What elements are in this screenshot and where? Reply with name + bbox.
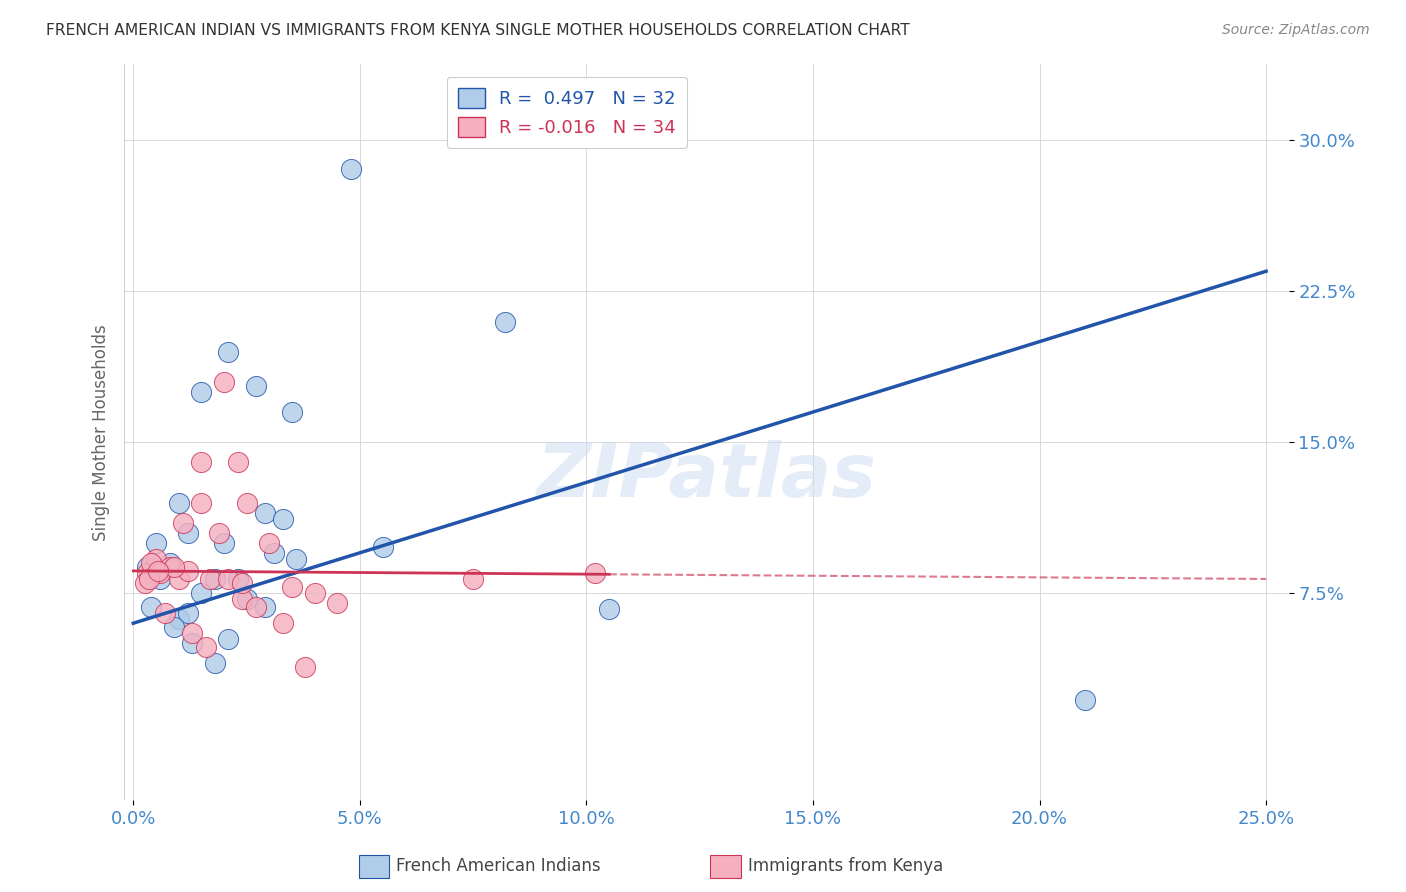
Point	[200, 572, 222, 586]
Point	[181, 636, 204, 650]
Point	[167, 612, 190, 626]
Point	[217, 344, 239, 359]
Point	[141, 556, 163, 570]
Point	[235, 495, 257, 509]
Point	[176, 564, 198, 578]
Point	[285, 552, 308, 566]
Point	[167, 572, 190, 586]
Point	[253, 600, 276, 615]
Point	[371, 540, 394, 554]
Point	[463, 572, 485, 586]
Point	[281, 405, 304, 419]
Point	[598, 602, 620, 616]
Point	[1074, 692, 1097, 706]
Point	[190, 495, 212, 509]
Point	[135, 560, 157, 574]
Point	[176, 606, 198, 620]
Point	[212, 375, 235, 389]
Text: French American Indians: French American Indians	[396, 857, 602, 875]
Point	[190, 586, 212, 600]
Point	[172, 516, 194, 530]
Point	[231, 592, 253, 607]
Point	[163, 620, 186, 634]
Point	[235, 592, 257, 607]
Point	[135, 566, 157, 580]
Point	[217, 572, 239, 586]
Point	[163, 560, 186, 574]
Point	[149, 566, 172, 580]
Point	[141, 600, 163, 615]
Point	[253, 506, 276, 520]
Text: Immigrants from Kenya: Immigrants from Kenya	[748, 857, 943, 875]
Point	[190, 455, 212, 469]
Text: Source: ZipAtlas.com: Source: ZipAtlas.com	[1222, 23, 1369, 37]
Point	[148, 564, 170, 578]
Point	[245, 600, 267, 615]
Point	[304, 586, 326, 600]
Point	[271, 511, 294, 525]
Point	[231, 576, 253, 591]
Point	[294, 660, 316, 674]
Point	[145, 552, 167, 566]
Point	[257, 535, 280, 549]
Point	[149, 572, 172, 586]
Point	[190, 384, 212, 399]
Point	[326, 596, 349, 610]
Point	[271, 616, 294, 631]
Point	[208, 525, 231, 540]
Point	[204, 572, 226, 586]
Text: FRENCH AMERICAN INDIAN VS IMMIGRANTS FROM KENYA SINGLE MOTHER HOUSEHOLDS CORRELA: FRENCH AMERICAN INDIAN VS IMMIGRANTS FRO…	[46, 23, 910, 38]
Point	[339, 161, 361, 176]
Point	[145, 535, 167, 549]
Legend: R =  0.497   N = 32, R = -0.016   N = 34: R = 0.497 N = 32, R = -0.016 N = 34	[447, 77, 686, 148]
Point	[226, 572, 249, 586]
Point	[212, 535, 235, 549]
Point	[263, 546, 285, 560]
Point	[245, 379, 267, 393]
Point	[194, 640, 217, 655]
Point	[167, 495, 190, 509]
Point	[226, 455, 249, 469]
Point	[494, 314, 516, 328]
Point	[159, 560, 181, 574]
Point	[217, 632, 239, 647]
Point	[153, 606, 176, 620]
Point	[134, 576, 156, 591]
Point	[138, 572, 160, 586]
Point	[159, 556, 181, 570]
Point	[585, 566, 607, 580]
Point	[181, 626, 204, 640]
Y-axis label: Single Mother Households: Single Mother Households	[93, 324, 110, 541]
Text: ZIPatlas: ZIPatlas	[537, 440, 876, 513]
Point	[204, 657, 226, 671]
Point	[176, 525, 198, 540]
Point	[281, 580, 304, 594]
